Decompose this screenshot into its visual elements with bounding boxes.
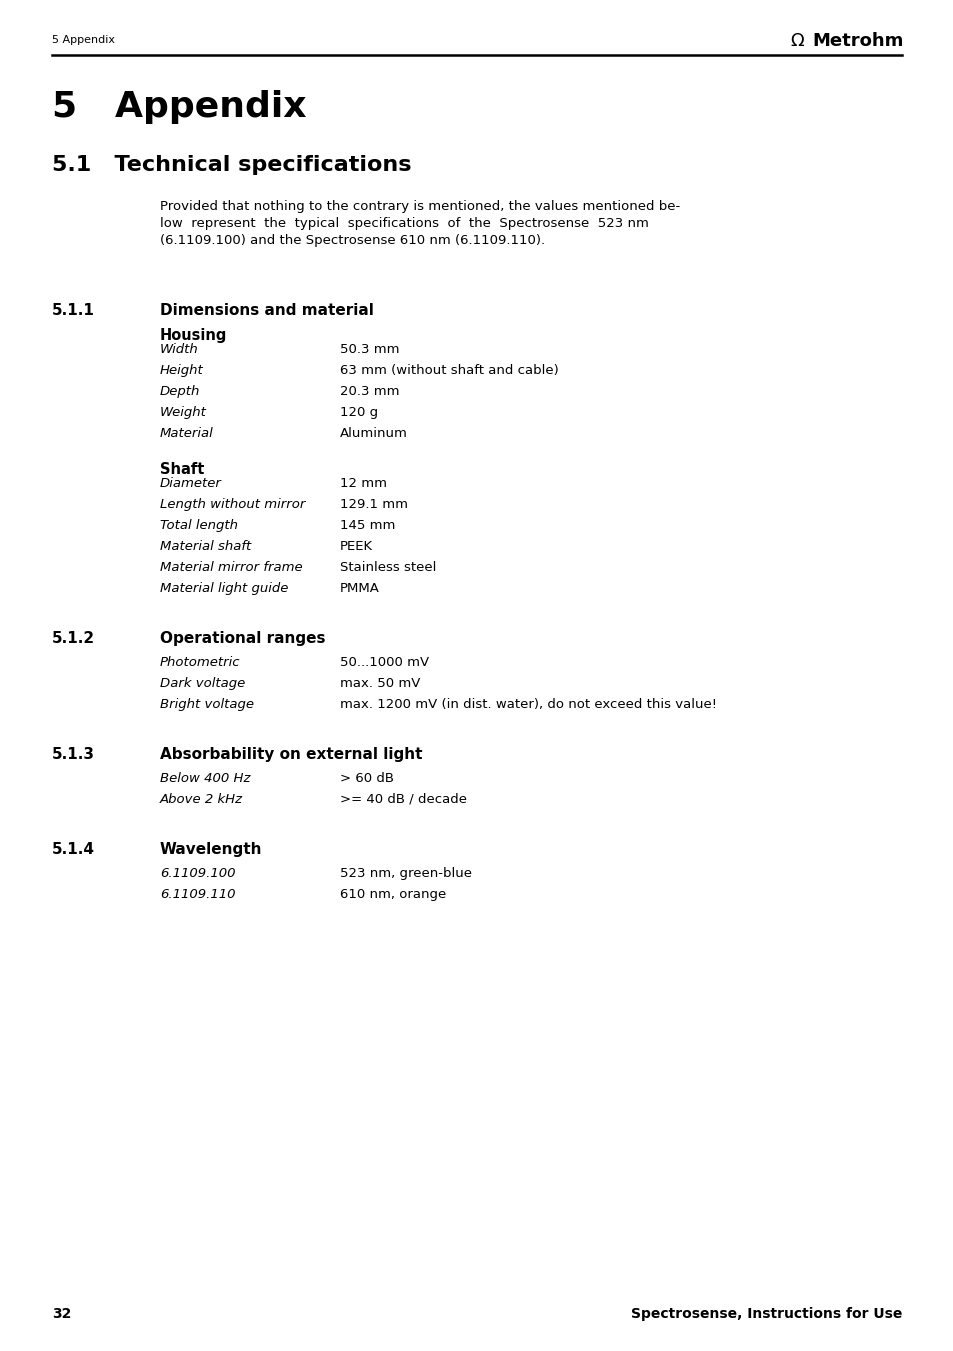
- Text: Provided that nothing to the contrary is mentioned, the values mentioned be-: Provided that nothing to the contrary is…: [160, 200, 679, 213]
- Text: Photometric: Photometric: [160, 657, 240, 669]
- Text: 5.1.3: 5.1.3: [52, 747, 95, 762]
- Text: 5.1   Technical specifications: 5.1 Technical specifications: [52, 155, 411, 176]
- Text: low  represent  the  typical  specifications  of  the  Spectrosense  523 nm: low represent the typical specifications…: [160, 218, 648, 230]
- Text: PEEK: PEEK: [339, 540, 373, 553]
- Text: Below 400 Hz: Below 400 Hz: [160, 771, 251, 785]
- Text: 20.3 mm: 20.3 mm: [339, 385, 399, 399]
- Text: Bright voltage: Bright voltage: [160, 698, 253, 711]
- Text: 523 nm, green-blue: 523 nm, green-blue: [339, 867, 472, 880]
- Text: 32: 32: [52, 1306, 71, 1321]
- Text: 5   Appendix: 5 Appendix: [52, 91, 306, 124]
- Text: 5 Appendix: 5 Appendix: [52, 35, 115, 45]
- Text: Spectrosense, Instructions for Use: Spectrosense, Instructions for Use: [630, 1306, 901, 1321]
- Text: Housing: Housing: [160, 328, 227, 343]
- Text: Length without mirror: Length without mirror: [160, 499, 305, 511]
- Text: Diameter: Diameter: [160, 477, 222, 490]
- Text: 50.3 mm: 50.3 mm: [339, 343, 399, 357]
- Text: Aluminum: Aluminum: [339, 427, 408, 440]
- Text: Material shaft: Material shaft: [160, 540, 251, 553]
- Text: Absorbability on external light: Absorbability on external light: [160, 747, 422, 762]
- Text: Height: Height: [160, 363, 204, 377]
- Text: Operational ranges: Operational ranges: [160, 631, 325, 646]
- Text: max. 1200 mV (in dist. water), do not exceed this value!: max. 1200 mV (in dist. water), do not ex…: [339, 698, 717, 711]
- Text: Dark voltage: Dark voltage: [160, 677, 245, 690]
- Text: 5.1.2: 5.1.2: [52, 631, 95, 646]
- Text: Dimensions and material: Dimensions and material: [160, 303, 374, 317]
- Text: Weight: Weight: [160, 407, 207, 419]
- Text: Ω: Ω: [789, 32, 802, 50]
- Text: 12 mm: 12 mm: [339, 477, 387, 490]
- Text: 63 mm (without shaft and cable): 63 mm (without shaft and cable): [339, 363, 558, 377]
- Text: Total length: Total length: [160, 519, 237, 532]
- Text: Stainless steel: Stainless steel: [339, 561, 436, 574]
- Text: Material mirror frame: Material mirror frame: [160, 561, 302, 574]
- Text: Metrohm: Metrohm: [811, 32, 902, 50]
- Text: Material: Material: [160, 427, 213, 440]
- Text: (6.1109.100) and the Spectrosense 610 nm (6.1109.110).: (6.1109.100) and the Spectrosense 610 nm…: [160, 234, 544, 247]
- Text: max. 50 mV: max. 50 mV: [339, 677, 420, 690]
- Text: 5.1.4: 5.1.4: [52, 842, 95, 857]
- Text: PMMA: PMMA: [339, 582, 379, 594]
- Text: Wavelength: Wavelength: [160, 842, 262, 857]
- Text: Above 2 kHz: Above 2 kHz: [160, 793, 243, 807]
- Text: >= 40 dB / decade: >= 40 dB / decade: [339, 793, 467, 807]
- Text: 610 nm, orange: 610 nm, orange: [339, 888, 446, 901]
- Text: Material light guide: Material light guide: [160, 582, 288, 594]
- Text: 6.1109.100: 6.1109.100: [160, 867, 235, 880]
- Text: 6.1109.110: 6.1109.110: [160, 888, 235, 901]
- Text: 129.1 mm: 129.1 mm: [339, 499, 408, 511]
- Text: Shaft: Shaft: [160, 462, 204, 477]
- Text: 120 g: 120 g: [339, 407, 377, 419]
- Text: > 60 dB: > 60 dB: [339, 771, 394, 785]
- Text: 50...1000 mV: 50...1000 mV: [339, 657, 429, 669]
- Text: 145 mm: 145 mm: [339, 519, 395, 532]
- Text: Width: Width: [160, 343, 198, 357]
- Text: Depth: Depth: [160, 385, 200, 399]
- Text: 5.1.1: 5.1.1: [52, 303, 94, 317]
